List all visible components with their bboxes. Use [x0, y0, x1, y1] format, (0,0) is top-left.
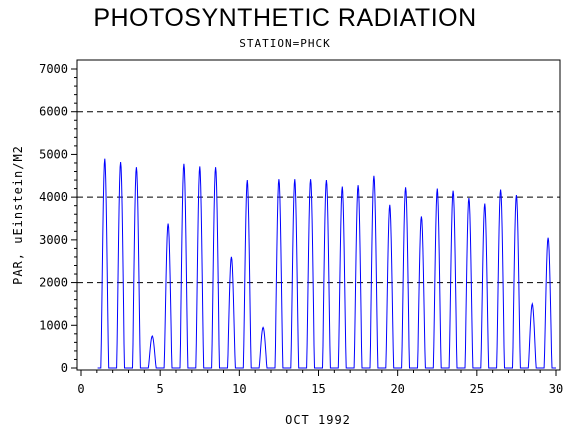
x-tick-label: 5 [157, 382, 164, 396]
series-layer [97, 158, 556, 369]
reference-lines [77, 111, 560, 284]
y-tick-label: 0 [61, 361, 68, 375]
series-line [97, 158, 556, 369]
y-axis-label: PAR, uEinstein/M2 [11, 145, 25, 285]
y-tick-label: 2000 [39, 276, 68, 290]
y-tick-label: 3000 [39, 233, 68, 247]
x-tick-label: 25 [470, 382, 484, 396]
chart-subtitle: STATION=PHCK [239, 37, 331, 50]
y-tick-label: 6000 [39, 105, 68, 119]
y-tick-label: 1000 [39, 318, 68, 332]
x-tick-label: 0 [77, 382, 84, 396]
x-tick-label: 15 [311, 382, 325, 396]
y-tick-label: 4000 [39, 190, 68, 204]
chart-title: PHOTOSYNTHETIC RADIATION [93, 4, 477, 32]
axes: 0 1000 2000 3000 4000 5000 6000 7000 0 5 10 15 20 25 3… [39, 62, 563, 396]
y-tick-label: 5000 [39, 147, 68, 161]
x-tick-label: 20 [390, 382, 404, 396]
y-tick-label: 7000 [39, 62, 68, 76]
x-tick-label: 30 [549, 382, 563, 396]
x-tick-label: 10 [232, 382, 246, 396]
x-axis-label: OCT 1992 [285, 413, 351, 427]
